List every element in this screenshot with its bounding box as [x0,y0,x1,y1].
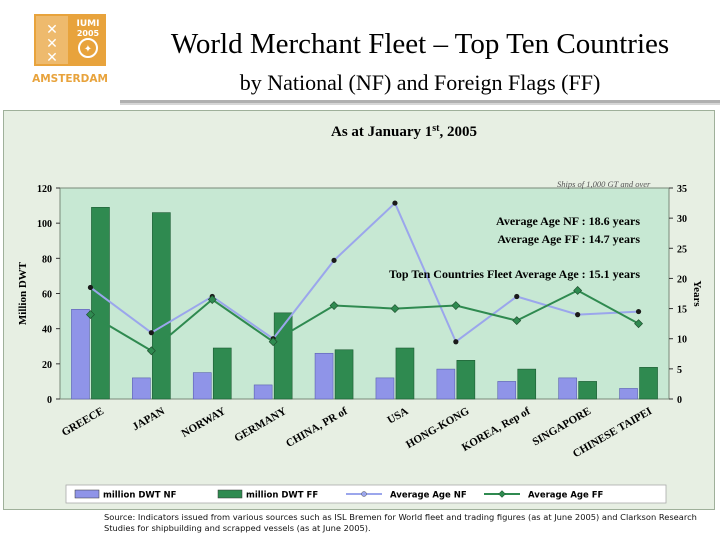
point-avg-age-nf [635,308,642,315]
y2-tick-label: 15 [677,305,687,316]
y2-tick-label: 0 [677,395,682,406]
legend-marker [498,490,506,498]
svg-text:✦: ✦ [84,44,92,55]
chart-frame: As at January 1st, 2005 0 20 40 60 80 100 120 0… [3,110,715,510]
legend-swatch [217,489,243,499]
point-avg-age-ff [512,316,522,326]
chart-note: Ships of 1,000 GT and over [557,179,651,189]
svg-text:✕: ✕ [46,22,58,38]
legend-marker [361,491,367,497]
y2-tick-label: 5 [677,365,682,376]
y2-tick-label: 25 [677,244,687,255]
y-tick-label: 40 [42,325,52,336]
y-tick-label: 80 [42,254,52,265]
point-avg-age-ff [207,295,217,304]
y-tick-label: 20 [42,360,52,371]
svg-text:✕: ✕ [46,50,58,66]
point-avg-age-ff [451,301,461,310]
bar-ff [578,381,597,400]
point-avg-age-ff [146,346,156,356]
bar-ff [456,360,476,400]
svg-text:✕: ✕ [46,36,58,52]
point-avg-age-ff [268,337,278,347]
y-tick-label: 60 [42,290,52,301]
bar-ff [91,207,110,400]
category-label: GERMANY [232,405,288,444]
chart: As at January 1st, 2005 0 20 40 60 80 100 120 0… [17,123,703,504]
iumi-logo: ✕ ✕ ✕ ✦ IUMI 2005 AMSTERDAM [32,14,108,85]
point-avg-age-ff [390,304,400,313]
y2-tick-label: 10 [677,335,687,346]
legend-label: million DWT FF [246,491,318,501]
bar-nf [132,377,151,400]
point-avg-age-ff [86,310,95,320]
point-avg-age-nf [392,200,398,206]
header-divider [120,100,720,105]
point-avg-age-nf [575,312,581,318]
page-subtitle: by National (NF) and Foreign Flags (FF) [239,70,601,95]
logo-year-text: 2005 [77,29,100,38]
bar-nf [497,381,517,400]
logo-top-text: IUMI [77,19,100,29]
point-avg-age-nf [453,339,459,345]
source-note: Source: Indicators issued from various s… [104,512,697,533]
bar-nf [71,309,90,400]
chart-title: As at January 1st, 2005 [331,123,477,140]
annotation-avg-age-nf: Average Age NF : 18.6 years [496,214,640,228]
bar-ff [517,368,537,400]
point-avg-age-nf [87,284,94,291]
logo-shield-shape [34,14,106,66]
annotation-fleet-avg-age: Top Ten Countries Fleet Average Age : 15… [389,267,640,281]
y2-tick-label: 35 [677,184,687,195]
point-avg-age-nf [514,293,520,300]
legend-swatch [74,489,100,499]
y-tick-label: 120 [37,184,52,195]
compass-icon [78,38,98,58]
y-axis-label: Million DWT [17,261,29,325]
bar-nf [192,372,212,400]
category-label: GREECE [60,405,106,439]
category-label: KOREA, Rep of [460,405,533,454]
legend-label: Average Age NF [390,491,467,501]
y2-axis-label: Years [691,280,703,307]
bar-ff [334,349,354,400]
legend-label: Average Age FF [528,491,604,501]
point-avg-age-ff [634,319,643,329]
y-tick-label: 0 [47,395,52,406]
bar-nf [436,368,456,400]
bar-ff [395,347,415,400]
bar-nf [253,384,273,400]
point-avg-age-ff [573,286,583,295]
bar-ff [152,212,171,400]
bar-ff [639,367,658,400]
legend-label: million DWT NF [103,491,177,501]
bar-nf [619,388,638,400]
y2-tick-label: 30 [677,214,687,225]
point-avg-age-ff [329,301,339,310]
category-label: JAPAN [130,405,167,433]
page-title: World Merchant Fleet – Top Ten Countries [170,28,670,60]
category-label: USA [385,405,410,426]
point-avg-age-nf [148,330,154,336]
logo-city-text: AMSTERDAM [32,73,108,85]
bar-nf [375,377,395,400]
point-avg-age-nf [331,257,337,263]
category-label: CHINA, PR of [284,405,350,450]
category-label: NORWAY [180,405,228,440]
y2-tick-label: 20 [677,274,687,285]
annotation-avg-age-ff: Average Age FF : 14.7 years [497,232,640,246]
bar-ff [273,312,293,400]
bar-nf [314,352,334,400]
y-tick-label: 100 [37,219,52,230]
bar-nf [558,377,577,400]
bar-ff [212,347,232,400]
line-avg-age-ff [89,289,640,352]
